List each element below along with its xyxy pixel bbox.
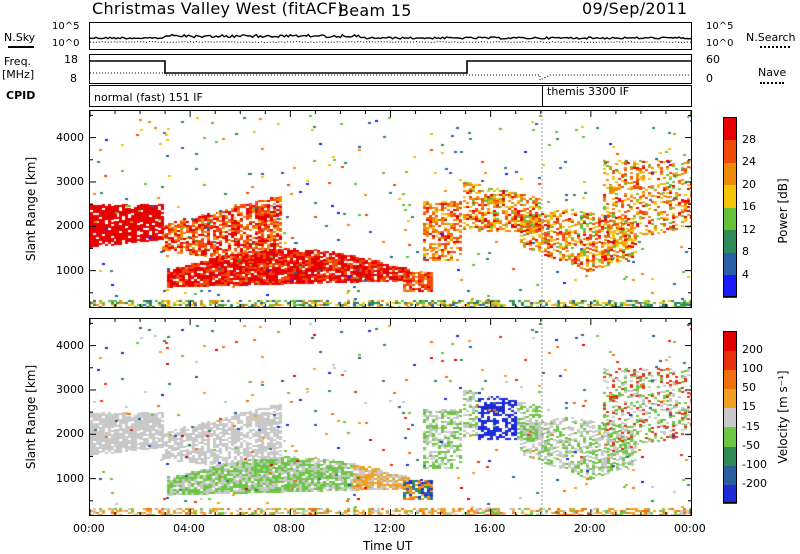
site-title: Christmas Valley West (fitACF): [92, 0, 344, 18]
cpid-block-2: themis 3300 IF: [547, 85, 630, 98]
x-tick-label: 00:00: [73, 522, 105, 535]
noise-panel: [89, 22, 692, 50]
cpid-label: CPID: [6, 89, 36, 102]
beam-label: Beam 15: [338, 1, 412, 20]
noise-tick-left-top: 10^5: [52, 21, 80, 32]
velocity-colorbar-segment: [723, 483, 737, 504]
power-axes: [90, 111, 691, 307]
freq-tick-bottom: 8: [70, 72, 77, 85]
velocity-ytick-label: 2000: [56, 427, 84, 441]
power-colorbar-segment: [723, 274, 737, 298]
power-colorbar-segment: [723, 184, 737, 208]
power-ylabel: Slant Range [km]: [24, 156, 38, 262]
nsearch-label: N.Search: [746, 31, 796, 44]
nsky-trace: [90, 33, 691, 40]
x-tick-label: 20:00: [573, 522, 606, 535]
freq-label: Freq.: [4, 55, 32, 68]
noise-plot: [90, 33, 691, 44]
freq-unit-label: [MHz]: [2, 68, 35, 81]
velocity-ytick-label: 1000: [56, 471, 84, 485]
velocity-axes: [90, 319, 691, 515]
power-ytick-label: 3000: [56, 174, 84, 188]
velocity-colorbar-segment: [723, 464, 737, 485]
x-axis-label: Time UT: [363, 539, 413, 553]
cpid-divider: [542, 86, 543, 106]
velocity-colorbar-segment: [723, 369, 737, 390]
velocity-colorbar-segment: [723, 331, 737, 351]
x-tick-label: 12:00: [373, 522, 406, 535]
freq-panel: [89, 54, 692, 84]
power-colorbar-label: 8: [742, 245, 749, 258]
noise-tick-left-bottom: 10^0: [52, 38, 80, 49]
power-ytick-label: 1000: [56, 263, 84, 277]
velocity-colorbar-frame: [723, 331, 737, 503]
velocity-colorbar-label: -50: [742, 438, 760, 452]
noise-tick-right-bottom: 10^0: [706, 38, 734, 49]
velocity-colorbar-label: Velocity [m s⁻¹]: [776, 370, 790, 464]
velocity-ytick-label: 4000: [56, 338, 84, 352]
power-colorbar-label: Power [dB]: [776, 178, 790, 244]
velocity-panel: [89, 318, 692, 516]
velocity-ytick-label: 3000: [56, 382, 84, 396]
power-colorbar-frame: [723, 117, 737, 297]
velocity-colorbar-label: -200: [742, 476, 767, 490]
nave-label: Nave: [758, 66, 787, 79]
power-ytick-label: 4000: [56, 130, 84, 144]
power-colorbar-label: 16: [742, 200, 756, 213]
power-colorbar-label: 28: [742, 132, 756, 146]
power-heatmap: [90, 111, 691, 307]
x-tick-label: 00:00: [674, 522, 706, 535]
velocity-heatmap: [90, 319, 691, 515]
freq-plot: [90, 60, 691, 81]
nsky-label: N.Sky: [4, 31, 36, 44]
nave-tick-top: 60: [706, 53, 720, 66]
power-colorbar-label: 24: [742, 155, 756, 168]
velocity-colorbar-segment: [723, 407, 737, 428]
freq-tick-top: 18: [64, 53, 78, 66]
nave-tick-bottom: 0: [706, 72, 713, 85]
velocity-colorbar-segment: [723, 445, 737, 466]
velocity-ylabel: Slant Range [km]: [24, 364, 38, 470]
date-label: 09/Sep/2011: [582, 0, 688, 18]
nave-legend-line: [760, 82, 784, 84]
power-colorbar-segment: [723, 162, 737, 185]
velocity-colorbar-label: 50: [742, 381, 756, 395]
freq-trace: [90, 60, 691, 74]
noise-tick-right-top: 10^5: [706, 21, 734, 32]
velocity-colorbar-label: -15: [742, 419, 760, 433]
power-colorbar-segment: [723, 117, 737, 140]
velocity-colorbar-segment: [723, 388, 737, 409]
velocity-colorbar-label: 200: [742, 343, 763, 357]
nsearch-legend-line: [760, 46, 790, 48]
cpid-panel: normal (fast) 151 IF themis 3300 IF: [89, 85, 692, 107]
velocity-colorbar-label: -100: [742, 457, 767, 471]
velocity-colorbar-segment: [723, 350, 737, 371]
x-tick-label: 04:00: [173, 522, 205, 535]
power-colorbar-segment: [723, 252, 737, 275]
power-panel: [89, 110, 692, 308]
cpid-block-1: normal (fast) 151 IF: [94, 91, 203, 104]
power-colorbar-label: 4: [742, 267, 749, 281]
power-colorbar-label: 20: [742, 177, 756, 191]
x-tick-label: 08:00: [273, 522, 306, 535]
power-colorbar-segment: [723, 139, 737, 163]
velocity-colorbar-label: 15: [742, 400, 756, 414]
power-ytick-label: 2000: [56, 219, 84, 233]
power-colorbar-label: 12: [742, 222, 756, 236]
nsky-legend-line: [8, 46, 34, 48]
power-colorbar-segment: [723, 207, 737, 230]
nave-trace: [90, 72, 691, 81]
nsearch-trace: [90, 40, 691, 44]
velocity-colorbar-segment: [723, 426, 737, 447]
power-colorbar-segment: [723, 229, 737, 253]
velocity-colorbar-label: 100: [742, 362, 763, 376]
x-tick-label: 16:00: [473, 522, 506, 535]
